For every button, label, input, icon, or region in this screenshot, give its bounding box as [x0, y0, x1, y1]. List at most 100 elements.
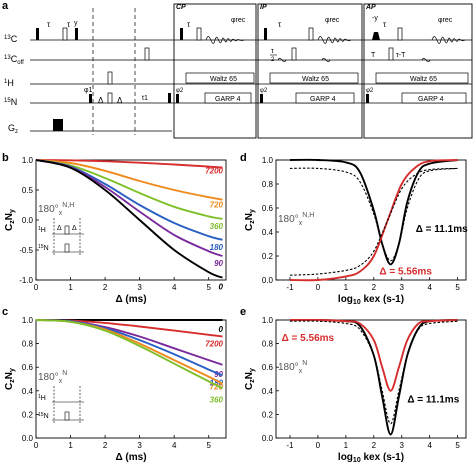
svg-text:Δ: Δ: [117, 96, 123, 105]
series-label: 0: [219, 325, 224, 334]
inset-channel-1h: 1H: [38, 226, 46, 234]
series-line-720: [35, 159, 223, 201]
x-tick-label: 0: [34, 441, 39, 450]
inset-pulse-label: 180°xN,H: [38, 202, 74, 217]
svg-text:AP: AP: [365, 4, 376, 11]
svg-text:φ2: φ2: [260, 88, 268, 94]
y-tick-label: 0.4: [262, 228, 274, 237]
svg-text:t1: t1: [142, 95, 148, 102]
y-tick-label: 1.0: [262, 156, 274, 165]
x-tick-label: 5: [207, 441, 212, 450]
y-tick-label: 0.0: [22, 216, 34, 225]
x-axis-label: log10 kex (s-1): [338, 294, 404, 306]
x-tick-label: -1: [286, 441, 294, 450]
inset-channel-15n: 15N: [38, 244, 49, 252]
y-tick-label: 0.4: [22, 387, 34, 396]
series-line-curve-1: [289, 167, 458, 262]
svg-text:φ2: φ2: [176, 88, 184, 94]
x-tick-label: 3: [400, 441, 405, 450]
x-tick-label: 1: [68, 283, 73, 292]
panel-a: a 13C 13Coff 1H 15N Gz τ τ y φ1: [2, 0, 473, 139]
svg-text:GARP 4: GARP 4: [215, 96, 241, 103]
chart-panel-b: 0 1 2 3 4 5-1.0-0.50.00.51.0Δ (ms)CzNy7200720…: [4, 156, 227, 305]
y-axis-label: CzNy: [4, 368, 16, 390]
y-axis-label: CzNy: [244, 368, 256, 390]
svg-text:φ1: φ1: [84, 87, 93, 94]
svg-text:τ: τ: [47, 20, 51, 29]
block-ip: IP φ2 τ τ 2 φrec Waltz 65 GARP 4: [257, 3, 363, 139]
x-tick-label: 3: [137, 283, 142, 292]
x-tick-label: 4: [427, 441, 432, 450]
svg-text:τ: τ: [271, 48, 274, 55]
y-tick-label: 0.6: [262, 204, 274, 213]
series-label: 90: [214, 259, 223, 268]
plot-frame: [275, 159, 467, 281]
panel-c-letter: c: [2, 306, 8, 318]
svg-text:φ2: φ2: [366, 88, 374, 94]
x-tick-label: 2: [372, 283, 377, 292]
x-tick-label: 1: [344, 283, 349, 292]
y-tick-label: 0.6: [262, 363, 274, 372]
y-tick-label: 0.2: [262, 410, 274, 419]
chart-panel-c: 0 1 2 3 4 50.00.20.40.60.81.0Δ (ms)CzNy072009…: [4, 316, 227, 463]
row-label-15n: 15N: [4, 97, 17, 107]
svg-text:IP: IP: [260, 4, 267, 11]
row-label-13coff: 13Coff: [4, 54, 24, 66]
x-axis-label: Δ (ms): [115, 294, 146, 305]
svg-text:τ: τ: [67, 20, 71, 29]
y-tick-label: 0.2: [22, 410, 34, 419]
svg-text:T: T: [371, 52, 376, 59]
svg-text:GARP 4: GARP 4: [418, 96, 444, 103]
series-label: 180: [210, 243, 224, 252]
x-tick-label: 0: [316, 441, 321, 450]
svg-text:Δ: Δ: [98, 96, 104, 105]
x-tick-label: 5: [455, 283, 460, 292]
series-label: 360: [210, 395, 224, 404]
y-tick-label: 0.0: [262, 276, 274, 285]
x-tick-label: 0: [34, 283, 39, 292]
x-tick-label: 2: [372, 441, 377, 450]
y-tick-label: 1.0: [22, 316, 34, 325]
gradient-pulse: [53, 119, 63, 131]
y-tick-label: -1.0: [19, 276, 33, 285]
inset-pulse-label: 180°xN: [278, 360, 307, 375]
series-line-360: [35, 159, 223, 220]
svg-text:Waltz 65: Waltz 65: [302, 76, 329, 83]
y-tick-label: 0.8: [22, 340, 34, 349]
inset-channel-15n: 15N: [38, 412, 49, 420]
y-tick-label: 0.0: [22, 434, 34, 443]
svg-text:τ: τ: [187, 20, 191, 29]
plot-frame: [275, 319, 467, 439]
x-tick-label: 3: [400, 283, 405, 292]
annotation-label: Δ = 5.56ms: [379, 266, 432, 277]
series-label: 7200: [205, 167, 223, 176]
y-tick-label: 0.2: [262, 252, 274, 261]
series-line-curve-3: [289, 167, 458, 276]
svg-text:τ-T: τ-T: [396, 52, 406, 59]
series-line-7200: [35, 159, 223, 169]
inset-pulse-label: 180°xN,H: [278, 212, 314, 227]
inset-channel-1h: 1H: [38, 394, 46, 402]
block-cp: CP φ2 τ φrec Waltz 65 GARP 4: [173, 3, 257, 139]
chart-panel-e: -1 0 1 2 3 4 5 0.0 0.2 0.4 0.6 0.8 1.0 log10 kex (s-1…: [244, 316, 467, 463]
y-tick-label: 0.5: [22, 186, 34, 195]
series-line-curve-1: [289, 318, 458, 392]
series-line-curve-2: [289, 159, 458, 282]
series-line-curve-0: [289, 158, 458, 266]
x-tick-label: 5: [207, 283, 212, 292]
inset-delta: Δ: [72, 225, 77, 232]
series-line-360: [35, 319, 223, 390]
svg-text:Waltz 65: Waltz 65: [410, 76, 437, 83]
channel-baselines: [30, 39, 472, 132]
svg-text:-y: -y: [372, 15, 378, 22]
panel-d-letter: d: [240, 152, 247, 164]
svg-text:Waltz 65: Waltz 65: [210, 76, 237, 83]
svg-text:2: 2: [271, 57, 275, 63]
x-tick-label: 4: [172, 283, 177, 292]
series-line-180: [35, 319, 223, 377]
block-ap: AP -y φ2 τ T τ-T φrec Waltz 65 GARP 4: [363, 3, 473, 139]
y-tick-label: -0.5: [19, 246, 33, 255]
svg-text:τ: τ: [383, 20, 387, 29]
svg-text:GARP 4: GARP 4: [310, 96, 336, 103]
panel-b-letter: b: [2, 152, 9, 164]
